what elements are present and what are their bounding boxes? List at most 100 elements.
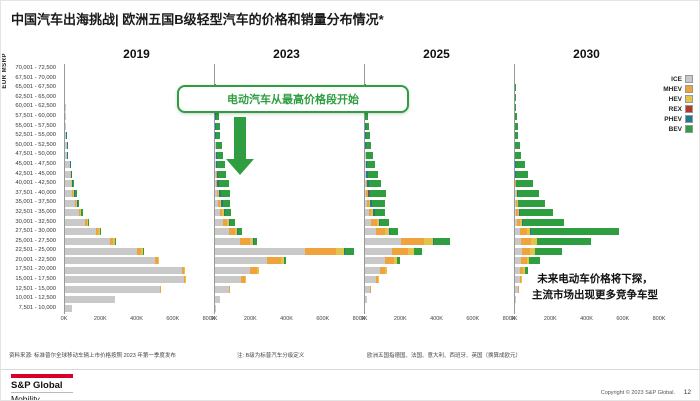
bar-segment-bev — [366, 151, 373, 159]
bar-segment-mhev — [110, 237, 113, 245]
bar-row — [365, 131, 509, 141]
bar-segment-mhev — [516, 209, 518, 217]
bar-segment-phev — [220, 199, 223, 207]
bar-segment-ice — [515, 228, 520, 236]
sp-global-mobility-logo: S&P Global Mobility — [11, 374, 73, 400]
bar-segment-hev — [218, 190, 219, 198]
bar-segment-ice — [515, 257, 522, 265]
bar-segment-mhev — [72, 190, 74, 198]
bar-segment-hev — [73, 190, 74, 198]
bar-segment-mhev — [216, 170, 217, 178]
legend-item-ice: ICE — [663, 75, 693, 83]
chart-panel-2019: 2019 0K 200K 400K 600K 800K — [61, 47, 216, 324]
bar-row — [65, 112, 209, 122]
bar-segment-phev — [237, 228, 239, 236]
bar-row — [365, 285, 509, 295]
bar-segment-phev — [343, 247, 345, 255]
bar-segment-hev — [335, 247, 344, 255]
bar-segment-bev — [365, 113, 368, 121]
bar-segment-phev — [228, 218, 231, 226]
bar-segment-ice — [215, 209, 221, 217]
bar-row — [215, 256, 359, 266]
bar-segment-hev — [97, 228, 100, 236]
bar-segment-phev — [521, 218, 523, 226]
bar-row — [515, 304, 659, 314]
bar-segment-mhev — [223, 218, 228, 226]
bar-segment-bev — [515, 161, 525, 169]
bar-segment-ice — [215, 228, 229, 236]
bar-row — [365, 246, 509, 256]
bar-segment-mhev — [216, 180, 218, 188]
bar-segment-hev — [384, 266, 387, 274]
bar-row — [365, 64, 509, 74]
bar-segment-ice — [215, 247, 305, 255]
bar-segment-ice — [215, 151, 216, 159]
bar-row — [65, 150, 209, 160]
bar-segment-ice — [65, 180, 72, 188]
bar-segment-phev — [73, 190, 75, 198]
bar-segment-hev — [384, 228, 390, 236]
bar-segment-phev — [365, 122, 366, 130]
bar-segment-ice — [65, 132, 67, 140]
bar-row — [515, 102, 659, 112]
bar-row — [65, 208, 209, 218]
bar-segment-bev — [515, 94, 516, 102]
bar-row — [365, 237, 509, 247]
bar-segment-ice — [365, 190, 367, 198]
price-band-label: 70,001 - 72,500 — [15, 65, 56, 71]
bar-row — [365, 141, 509, 151]
bar-segment-mhev — [228, 228, 235, 236]
x-tick-label: 600K — [166, 315, 180, 322]
bar-segment-mhev — [183, 276, 186, 284]
footnote-source: 资料来源: 标准普尔全球移动车辆上市价格按照 2023 年第一季度发布 — [9, 353, 176, 359]
bar-row — [65, 102, 209, 112]
bar-row — [215, 218, 359, 228]
bar-segment-mhev — [367, 199, 369, 207]
bar-segment-bev — [230, 218, 236, 226]
bar-segment-mhev — [370, 285, 372, 293]
bar-segment-bev — [217, 161, 225, 169]
bar-segment-mhev — [366, 180, 367, 188]
bar-row — [65, 179, 209, 189]
bar-row — [365, 227, 509, 237]
x-tick-label: 800K — [652, 315, 666, 322]
chart-panel-2030: 2030 0K 200K 400K 600K 800K — [511, 47, 666, 324]
bar-row — [65, 218, 209, 228]
bar-segment-mhev — [155, 257, 158, 265]
bar-segment-phev — [215, 132, 216, 140]
bar-row — [215, 275, 359, 285]
bar-segment-ice — [515, 285, 518, 293]
bar-segment-phev — [215, 142, 217, 150]
bar-segment-ice — [215, 190, 218, 198]
bar-segment-hev — [516, 199, 518, 207]
chart-panel-2023: 2023 0K 200K 400K 600K 800K — [211, 47, 366, 324]
bar-segment-mhev — [241, 276, 245, 284]
bar-segment-hev — [112, 237, 115, 245]
bar-segment-ice — [365, 161, 366, 169]
bar-segment-ice — [65, 122, 67, 130]
bar-row — [515, 131, 659, 141]
bar-segment-bev — [284, 257, 287, 265]
bar-segment-ice — [215, 170, 217, 178]
bar-segment-mhev — [78, 209, 80, 217]
bar-row — [215, 64, 359, 74]
bar-segment-phev — [433, 237, 435, 245]
bar-segment-mhev — [515, 199, 517, 207]
panel-year-label: 2030 — [573, 47, 600, 61]
bar-row — [515, 294, 659, 304]
price-band-label: 47,501 - 50,000 — [15, 151, 56, 158]
price-band-label: 67,501 - 70,000 — [15, 74, 56, 81]
bar-row — [515, 256, 659, 266]
bar-segment-bev — [515, 132, 519, 140]
bar-segment-mhev — [375, 276, 378, 284]
bar-row — [515, 208, 659, 218]
footer-divider — [1, 369, 699, 370]
bar-row — [215, 150, 359, 160]
bar-segment-mhev — [519, 228, 527, 236]
bar-segment-mhev — [380, 266, 385, 274]
price-band-label: 32,501 - 35,000 — [15, 208, 56, 215]
bar-row — [215, 237, 359, 247]
bar-segment-ice — [515, 218, 517, 226]
bar-segment-ice — [65, 199, 75, 207]
bar-row — [515, 93, 659, 103]
